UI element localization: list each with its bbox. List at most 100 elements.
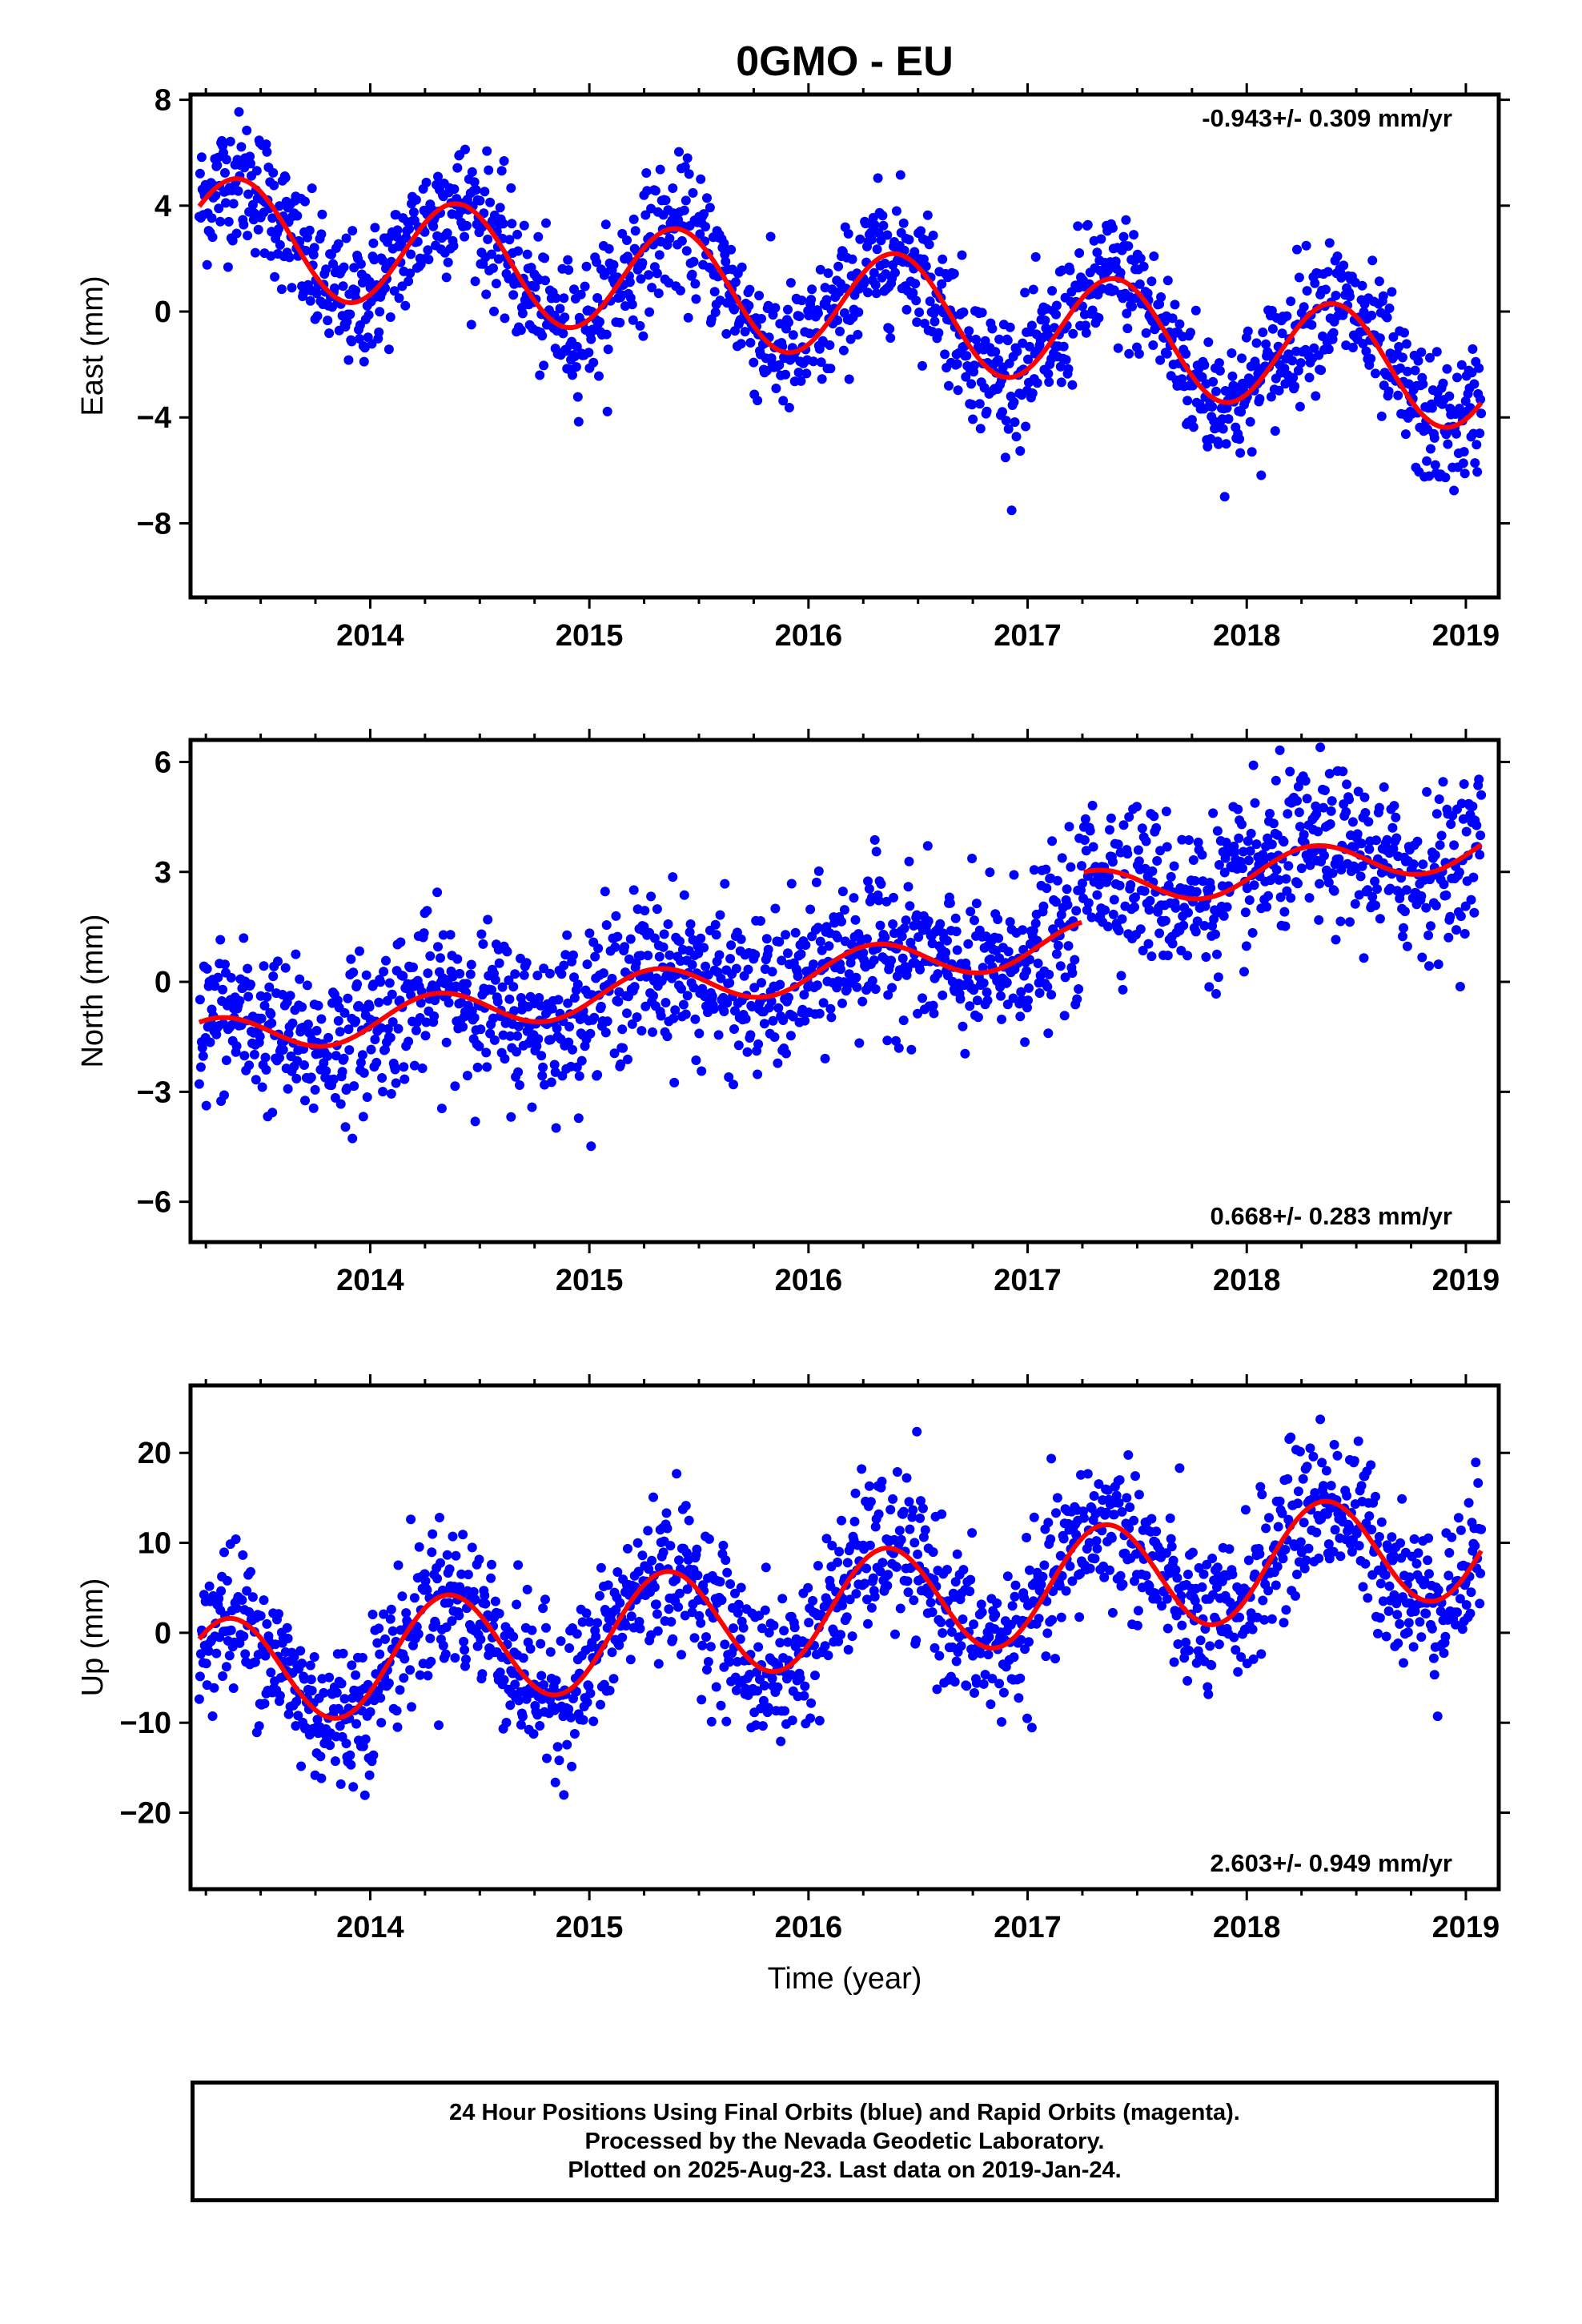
data-point	[1472, 440, 1482, 450]
data-point	[339, 262, 349, 272]
rate-label: -0.943+/- 0.309 mm/yr	[1202, 104, 1452, 132]
data-point	[952, 1549, 962, 1559]
data-point	[983, 1650, 994, 1660]
data-point	[904, 1497, 914, 1507]
data-point	[1444, 391, 1455, 401]
data-point	[385, 1032, 396, 1043]
data-point	[1281, 874, 1291, 884]
data-point	[1006, 505, 1017, 516]
data-point	[1309, 846, 1319, 857]
data-point	[417, 1063, 428, 1073]
data-point	[837, 916, 846, 927]
data-point	[701, 1632, 711, 1642]
data-point	[725, 978, 735, 988]
data-point	[1166, 1534, 1176, 1544]
data-point	[1022, 1713, 1032, 1723]
data-point	[443, 257, 453, 267]
data-point	[917, 993, 927, 1003]
data-point	[480, 1598, 491, 1609]
data-point	[1177, 1620, 1187, 1630]
data-point	[559, 1790, 569, 1800]
data-point	[233, 186, 243, 196]
data-point	[1070, 955, 1080, 965]
data-point	[970, 1688, 979, 1698]
data-point	[1081, 328, 1091, 338]
data-point	[617, 1632, 628, 1642]
data-point	[564, 265, 574, 275]
data-point	[231, 1534, 241, 1544]
data-point	[1081, 846, 1091, 856]
data-point	[609, 1048, 620, 1059]
data-point	[1015, 446, 1026, 456]
data-point	[632, 1538, 643, 1548]
data-point	[1456, 360, 1467, 370]
data-point	[361, 970, 371, 980]
data-point	[1400, 429, 1411, 440]
data-point	[1117, 914, 1127, 924]
data-point	[530, 282, 540, 292]
data-point	[385, 312, 396, 322]
data-point	[278, 1044, 288, 1055]
data-point	[1195, 1635, 1206, 1646]
data-point	[335, 1099, 346, 1109]
data-point	[231, 1041, 242, 1051]
data-point	[436, 1558, 445, 1568]
data-point	[283, 1084, 293, 1094]
data-point	[535, 1721, 545, 1731]
data-point	[588, 1716, 599, 1727]
data-point	[1324, 238, 1335, 248]
data-point	[371, 1057, 382, 1068]
data-point	[759, 1680, 769, 1691]
data-point	[880, 259, 890, 268]
data-point	[949, 268, 959, 279]
data-point	[550, 1777, 560, 1787]
data-point	[930, 1642, 940, 1653]
data-point	[1246, 828, 1256, 838]
data-point	[1393, 390, 1403, 400]
data-point	[945, 1618, 955, 1628]
data-point	[642, 186, 652, 196]
data-point	[1452, 372, 1462, 383]
data-point	[207, 1711, 218, 1721]
data-point	[347, 1660, 357, 1671]
data-point	[873, 173, 883, 183]
data-point	[990, 347, 1001, 357]
data-point	[813, 308, 823, 319]
data-point	[971, 899, 982, 909]
data-point	[1155, 355, 1166, 365]
data-point	[769, 1032, 780, 1042]
data-point	[673, 1602, 684, 1612]
data-point	[1374, 802, 1384, 813]
data-point	[227, 1019, 237, 1030]
data-point	[845, 334, 856, 344]
data-point	[577, 1617, 588, 1627]
data-point	[1250, 798, 1260, 808]
data-point	[209, 1683, 219, 1693]
x-tick-label: 2017	[994, 619, 1062, 653]
data-point	[785, 278, 796, 288]
data-point	[1294, 807, 1304, 818]
data-point	[1211, 989, 1221, 999]
data-point	[538, 1603, 548, 1614]
data-point	[339, 1694, 350, 1704]
data-point	[603, 344, 613, 355]
data-point	[1388, 843, 1399, 854]
data-point	[370, 223, 380, 233]
data-point	[355, 1057, 366, 1068]
data-point	[766, 996, 777, 1007]
data-point	[458, 1530, 468, 1540]
data-point	[1256, 1649, 1267, 1659]
data-point	[426, 1656, 436, 1667]
data-point	[1251, 338, 1262, 348]
data-point	[1258, 328, 1268, 337]
data-point	[1235, 1612, 1245, 1622]
data-point	[1162, 842, 1172, 852]
data-point	[869, 955, 879, 965]
data-point	[1130, 1471, 1140, 1482]
data-point	[341, 233, 351, 243]
data-point	[862, 1594, 872, 1605]
data-point	[1376, 411, 1387, 421]
data-point	[1456, 911, 1466, 922]
data-point	[351, 1016, 361, 1026]
data-point	[758, 1695, 769, 1706]
